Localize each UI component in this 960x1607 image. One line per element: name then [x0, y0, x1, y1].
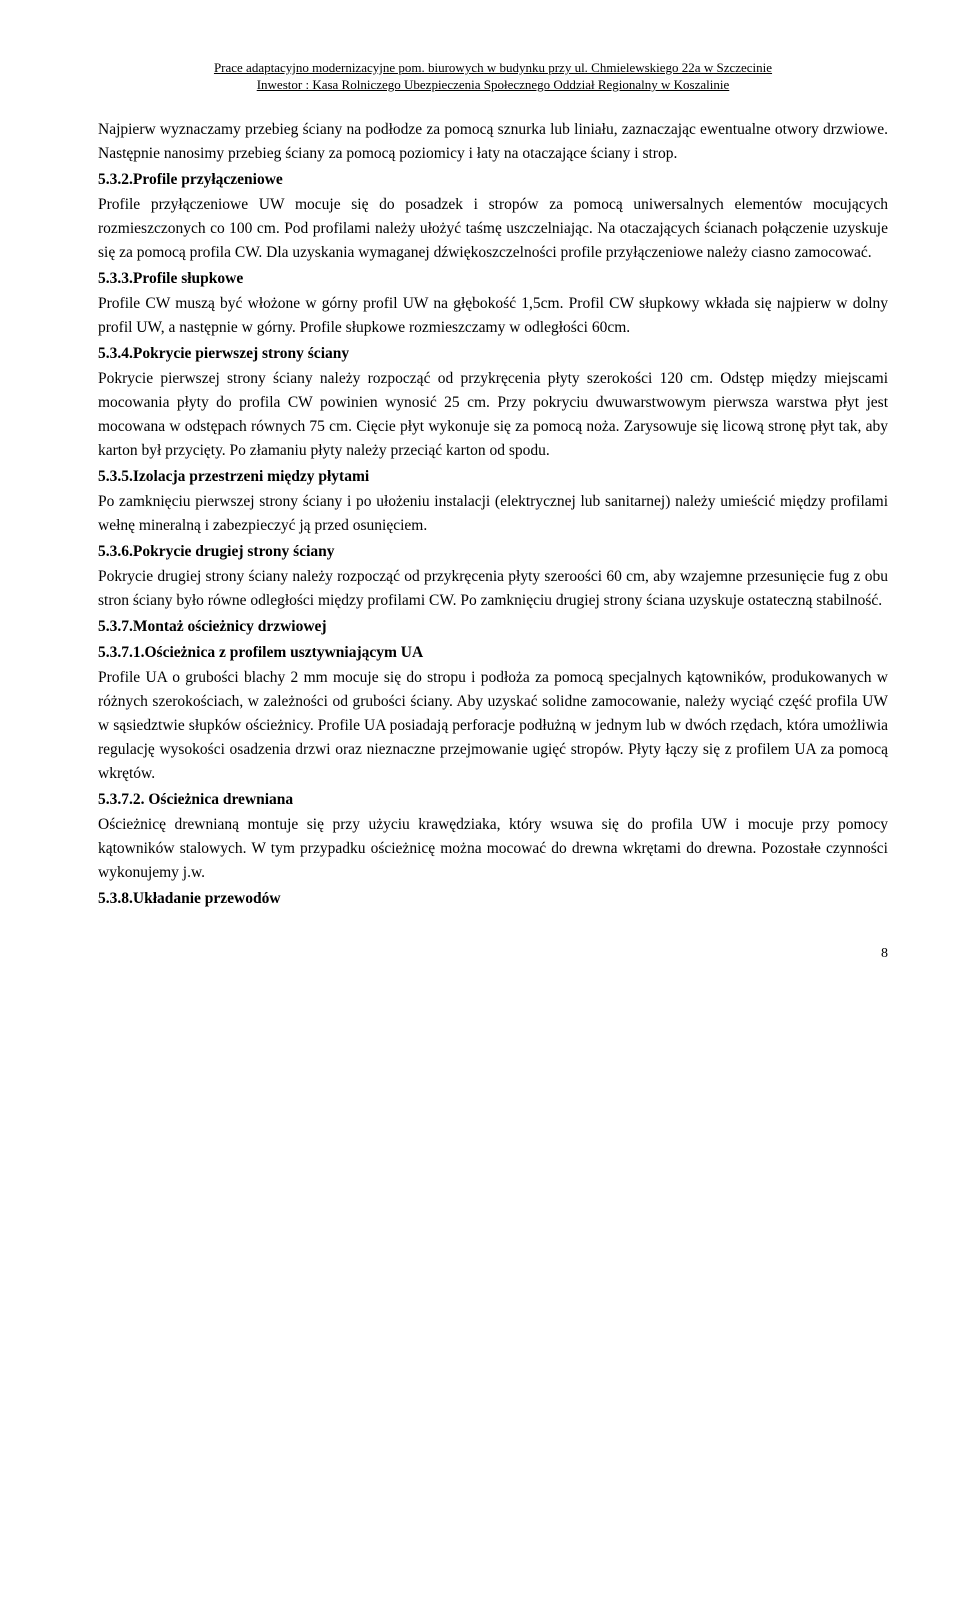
paragraph-5-3-2: Profile przyłączeniowe UW mocuje się do … [98, 193, 888, 265]
page-header: Prace adaptacyjno modernizacyjne pom. bi… [98, 60, 888, 94]
header-line-2: Inwestor : Kasa Rolniczego Ubezpieczenia… [98, 77, 888, 94]
intro-paragraph: Najpierw wyznaczamy przebieg ściany na p… [98, 118, 888, 166]
heading-5-3-7-2: 5.3.7.2. Ościeżnica drewniana [98, 788, 888, 812]
heading-5-3-7-1: 5.3.7.1.Ościeżnica z profilem usztywniaj… [98, 641, 888, 665]
heading-5-3-7: 5.3.7.Montaż ościeżnicy drzwiowej [98, 615, 888, 639]
page-number: 8 [98, 943, 888, 965]
heading-5-3-8: 5.3.8.Układanie przewodów [98, 887, 888, 911]
paragraph-5-3-7-2: Ościeżnicę drewnianą montuje się przy uż… [98, 813, 888, 885]
heading-5-3-5: 5.3.5.Izolacja przestrzeni między płytam… [98, 465, 888, 489]
heading-5-3-6: 5.3.6.Pokrycie drugiej strony ściany [98, 540, 888, 564]
heading-5-3-2: 5.3.2.Profile przyłączeniowe [98, 168, 888, 192]
paragraph-5-3-4: Pokrycie pierwszej strony ściany należy … [98, 367, 888, 463]
heading-5-3-3: 5.3.3.Profile słupkowe [98, 267, 888, 291]
paragraph-5-3-7-1: Profile UA o grubości blachy 2 mm mocuje… [98, 666, 888, 786]
paragraph-5-3-6: Pokrycie drugiej strony ściany należy ro… [98, 565, 888, 613]
header-line-1: Prace adaptacyjno modernizacyjne pom. bi… [98, 60, 888, 77]
paragraph-5-3-3: Profile CW muszą być włożone w górny pro… [98, 292, 888, 340]
paragraph-5-3-5: Po zamknięciu pierwszej strony ściany i … [98, 490, 888, 538]
heading-5-3-4: 5.3.4.Pokrycie pierwszej strony ściany [98, 342, 888, 366]
